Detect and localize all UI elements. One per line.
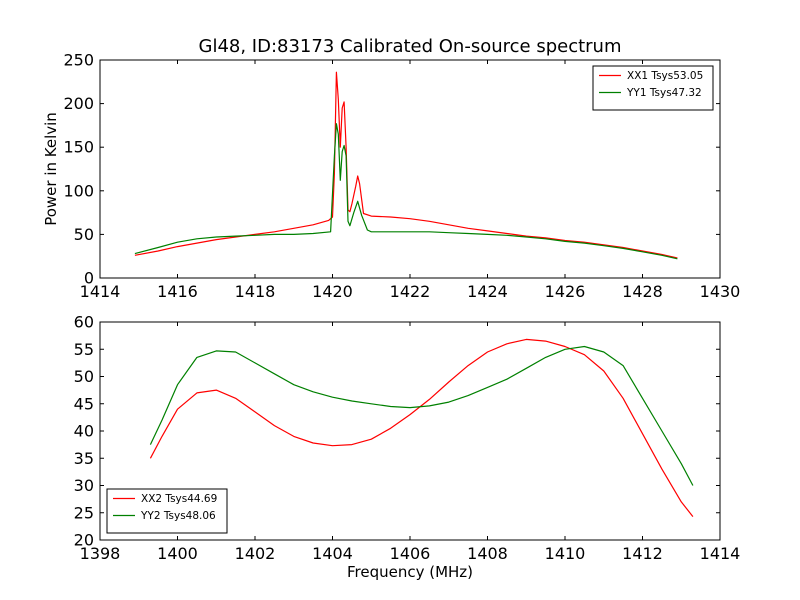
legend-entry: XX1 Tsys53.05 bbox=[627, 70, 703, 82]
x-tick-label: 1410 bbox=[545, 544, 586, 563]
y-tick-label: 200 bbox=[63, 94, 94, 113]
series-line-2 bbox=[134, 123, 678, 260]
x-tick-label: 1398 bbox=[80, 544, 121, 563]
x-tick-label: 1414 bbox=[80, 282, 121, 301]
series-line-1 bbox=[149, 338, 694, 517]
bottom-panel: 1398 1400 1402 1404 1406 1408 1410 1412 1414 20 25… bbox=[74, 313, 741, 582]
y-tick-label: 30 bbox=[74, 476, 94, 495]
series-group bbox=[134, 71, 678, 260]
x-tick-label: 1416 bbox=[157, 282, 198, 301]
y-tick-label: 40 bbox=[74, 422, 94, 441]
y-tick-label: 50 bbox=[74, 225, 94, 244]
y-tick-label: 250 bbox=[63, 51, 94, 70]
legend-box bbox=[106, 488, 228, 534]
legend-entry: YY2 Tsys48.06 bbox=[140, 510, 216, 522]
legend: XX2 Tsys44.69 YY2 Tsys48.06 bbox=[106, 488, 228, 534]
series-group bbox=[149, 338, 694, 517]
y-axis-label: Power in Kelvin bbox=[42, 112, 60, 226]
x-axis-label: Frequency (MHz) bbox=[347, 563, 473, 581]
legend: XX1 Tsys53.05 YY1 Tsys47.32 bbox=[592, 65, 714, 111]
x-tick-label: 1430 bbox=[700, 282, 741, 301]
top-panel: 1414 1416 1418 1420 1422 1424 1426 1428 1430 0 50 1… bbox=[42, 51, 740, 302]
legend-entry: YY1 Tsys47.32 bbox=[626, 87, 702, 99]
x-tick-label: 1420 bbox=[312, 282, 353, 301]
x-tick-label: 1400 bbox=[157, 544, 198, 563]
y-tick-label: 50 bbox=[74, 367, 94, 386]
y-tick-label: 55 bbox=[74, 340, 94, 359]
chart-title: Gl48, ID:83173 Calibrated On-source spec… bbox=[199, 36, 622, 57]
y-tick-label: 25 bbox=[74, 503, 94, 522]
x-tick-label: 1402 bbox=[235, 544, 276, 563]
x-tick-label: 1424 bbox=[467, 282, 508, 301]
y-tick-label: 45 bbox=[74, 394, 94, 413]
y-tick-label: 100 bbox=[63, 181, 94, 200]
y-tick-label: 20 bbox=[74, 531, 94, 550]
series-line-1 bbox=[134, 71, 678, 259]
x-tick-label: 1412 bbox=[622, 544, 663, 563]
x-tick-label: 1408 bbox=[467, 544, 508, 563]
y-tick-label: 35 bbox=[74, 449, 94, 468]
x-tick-label: 1404 bbox=[312, 544, 353, 563]
x-tick-label: 1414 bbox=[700, 544, 741, 563]
x-tick-label: 1406 bbox=[390, 544, 431, 563]
y-tick-label: 60 bbox=[74, 313, 94, 332]
legend-box bbox=[592, 65, 714, 111]
y-tick-label: 0 bbox=[84, 269, 94, 288]
legend-entry: XX2 Tsys44.69 bbox=[141, 493, 217, 505]
x-tick-label: 1422 bbox=[390, 282, 431, 301]
x-tick-label: 1428 bbox=[622, 282, 663, 301]
x-tick-label: 1426 bbox=[545, 282, 586, 301]
x-tick-label: 1418 bbox=[235, 282, 276, 301]
y-tick-label: 150 bbox=[63, 138, 94, 157]
series-line-2 bbox=[149, 345, 694, 486]
